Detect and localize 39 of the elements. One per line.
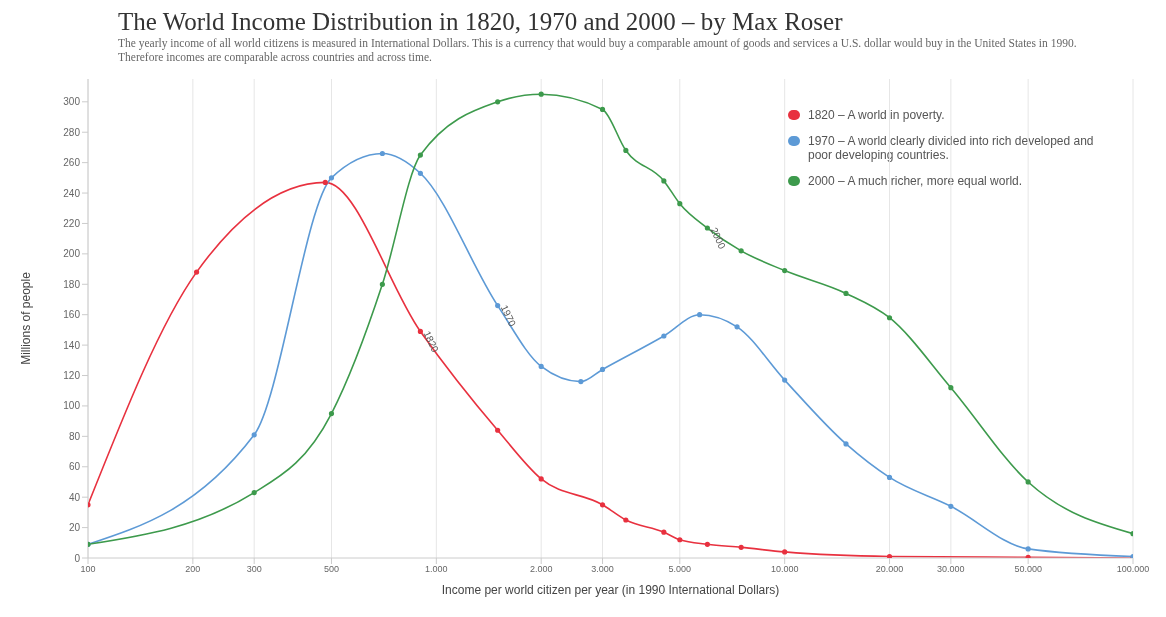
chart-title: The World Income Distribution in 1820, 1970 and 2000 – by Max Roser	[117, 8, 844, 36]
x-axis-title: Income per world citizen per year (in 1990 International Dollars)	[441, 583, 780, 597]
y-tick-label: 300	[63, 96, 81, 108]
y-tick-label: 200	[63, 248, 81, 260]
x-tick-label: 200	[185, 564, 201, 575]
x-tick-label: 20.000	[875, 564, 904, 575]
annotation: 1970	[498, 303, 519, 329]
y-tick-label: 40	[68, 491, 81, 503]
y-tick-label: 260	[63, 157, 81, 169]
y-tick-label: 280	[63, 126, 81, 138]
legend-label: 2000 – A much richer, more equal world.	[808, 174, 1023, 188]
x-tick-label: 1.000	[425, 564, 448, 575]
annotation: 1820	[421, 329, 441, 355]
legend-label: 1970 – A world clearly divided into rich developed and poor developing countries.	[808, 134, 1095, 162]
y-tick-label: 180	[63, 278, 81, 290]
x-tick-label: 300	[246, 564, 262, 575]
y-tick-label: 60	[68, 461, 81, 473]
y-tick-label: 0	[74, 552, 81, 564]
y-tick-label: 220	[63, 218, 81, 230]
y-axis-title: Millions of people	[19, 271, 34, 365]
x-tick-label: 2.000	[529, 564, 553, 575]
x-tick-label: 50.000	[1014, 564, 1042, 575]
x-tick-label: 100.000	[1116, 564, 1150, 575]
x-tick-label: 100	[80, 564, 96, 575]
y-tick-label: 240	[63, 187, 81, 199]
legend-label: 1820 – A world in poverty.	[808, 108, 945, 122]
x-tick-label: 30.000	[937, 564, 965, 575]
x-tick-label: 10.000	[770, 564, 799, 575]
y-tick-label: 100	[63, 400, 81, 412]
x-tick-label: 5.000	[668, 564, 692, 575]
y-tick-label: 120	[63, 370, 81, 382]
y-tick-label: 20	[68, 522, 81, 534]
y-tick-label: 80	[68, 430, 81, 442]
x-tick-label: 3.000	[591, 564, 614, 575]
annotation: 2000	[708, 225, 728, 251]
x-tick-label: 500	[323, 564, 339, 575]
chart-subtitle: The yearly income of all world citizens is measured in International Dollars. This is a currency that would buy a comparable amount of goods and services a U.S. dollar would buy in the United States in 1990. Therefore incomes are comparable across countries and across time.	[117, 36, 1078, 64]
y-tick-label: 160	[63, 309, 81, 321]
y-tick-label: 140	[63, 339, 81, 351]
